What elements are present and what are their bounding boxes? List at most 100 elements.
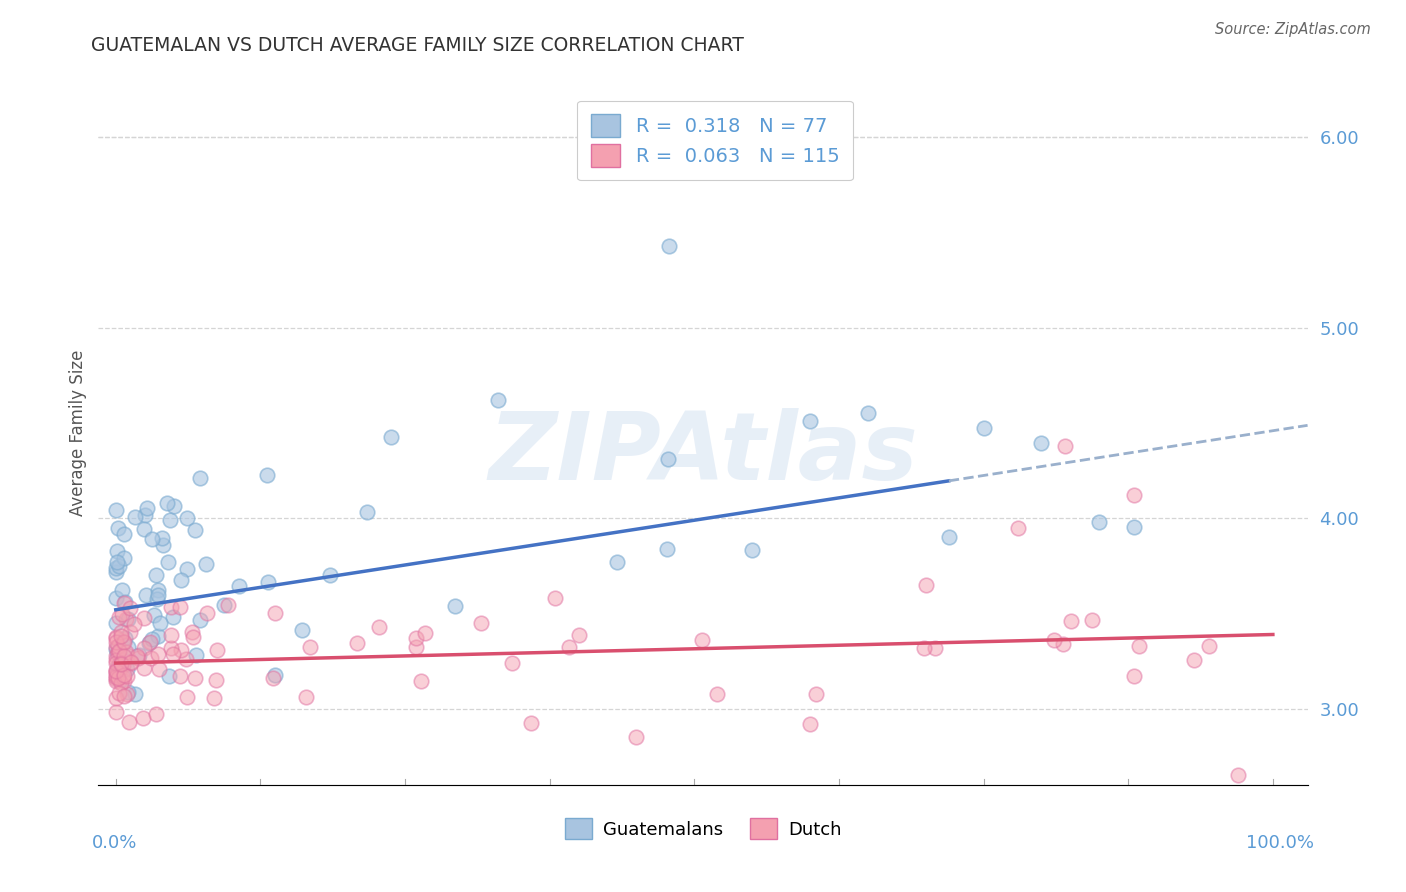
- Point: [105, 555, 128, 569]
- Point: [405, 640, 427, 655]
- Point: [146, 647, 169, 661]
- Point: [1043, 632, 1066, 647]
- Point: [132, 611, 155, 625]
- Point: [105, 668, 128, 682]
- Point: [112, 635, 135, 649]
- Point: [135, 588, 157, 602]
- Text: ZIPAtlas: ZIPAtlas: [488, 408, 918, 500]
- Point: [657, 451, 679, 466]
- Point: [1198, 639, 1220, 653]
- Point: [741, 543, 763, 558]
- Point: [105, 646, 128, 660]
- Point: [162, 609, 184, 624]
- Point: [148, 662, 170, 676]
- Point: [111, 635, 134, 649]
- Point: [105, 561, 128, 575]
- Point: [501, 657, 523, 671]
- Point: [107, 521, 129, 535]
- Point: [128, 648, 150, 662]
- Point: [486, 393, 509, 408]
- Point: [111, 582, 134, 597]
- Point: [156, 496, 179, 510]
- Point: [107, 672, 129, 686]
- Point: [115, 648, 138, 662]
- Point: [107, 658, 129, 673]
- Point: [104, 632, 127, 646]
- Point: [132, 522, 155, 536]
- Point: [295, 690, 318, 705]
- Point: [568, 627, 591, 641]
- Point: [105, 673, 128, 688]
- Point: [174, 652, 197, 666]
- Point: [149, 616, 172, 631]
- Point: [104, 635, 127, 649]
- Point: [655, 541, 678, 556]
- Point: [290, 624, 312, 638]
- Point: [160, 628, 183, 642]
- Point: [181, 624, 204, 639]
- Point: [799, 717, 821, 731]
- Text: GUATEMALAN VS DUTCH AVERAGE FAMILY SIZE CORRELATION CHART: GUATEMALAN VS DUTCH AVERAGE FAMILY SIZE …: [91, 36, 744, 54]
- Point: [183, 671, 205, 685]
- Point: [1052, 637, 1074, 651]
- Point: [162, 648, 184, 662]
- Text: 100.0%: 100.0%: [1246, 834, 1313, 852]
- Point: [444, 599, 467, 614]
- Point: [112, 657, 135, 672]
- Point: [145, 706, 167, 721]
- Point: [146, 588, 169, 602]
- Point: [405, 632, 427, 646]
- Point: [176, 690, 198, 704]
- Point: [112, 668, 135, 682]
- Point: [159, 640, 181, 655]
- Point: [105, 649, 128, 664]
- Point: [626, 731, 648, 745]
- Point: [110, 607, 132, 621]
- Point: [105, 673, 128, 687]
- Point: [157, 669, 180, 683]
- Point: [1182, 653, 1205, 667]
- Point: [690, 632, 713, 647]
- Point: [107, 657, 129, 672]
- Point: [112, 596, 135, 610]
- Point: [938, 530, 960, 544]
- Point: [107, 646, 129, 660]
- Point: [110, 662, 132, 676]
- Y-axis label: Average Family Size: Average Family Size: [69, 350, 87, 516]
- Point: [706, 687, 728, 701]
- Point: [170, 573, 193, 587]
- Point: [217, 599, 239, 613]
- Point: [132, 711, 155, 725]
- Point: [134, 640, 156, 655]
- Point: [159, 513, 181, 527]
- Point: [188, 470, 211, 484]
- Point: [120, 655, 142, 669]
- Point: [150, 532, 173, 546]
- Point: [181, 631, 204, 645]
- Point: [264, 668, 287, 682]
- Point: [146, 592, 169, 607]
- Point: [470, 615, 492, 630]
- Point: [114, 595, 136, 609]
- Point: [108, 610, 131, 624]
- Point: [519, 716, 541, 731]
- Point: [973, 421, 995, 435]
- Point: [157, 555, 180, 569]
- Point: [134, 661, 156, 675]
- Point: [112, 550, 135, 565]
- Point: [107, 558, 129, 573]
- Point: [105, 544, 128, 558]
- Point: [110, 675, 132, 690]
- Point: [163, 499, 186, 513]
- Point: [114, 631, 136, 645]
- Point: [141, 632, 163, 646]
- Point: [105, 591, 128, 605]
- Point: [856, 406, 879, 420]
- Point: [124, 687, 146, 701]
- Text: 0.0%: 0.0%: [93, 834, 138, 852]
- Point: [1053, 439, 1076, 453]
- Point: [104, 565, 127, 579]
- Point: [368, 620, 391, 634]
- Point: [170, 643, 193, 657]
- Point: [804, 687, 827, 701]
